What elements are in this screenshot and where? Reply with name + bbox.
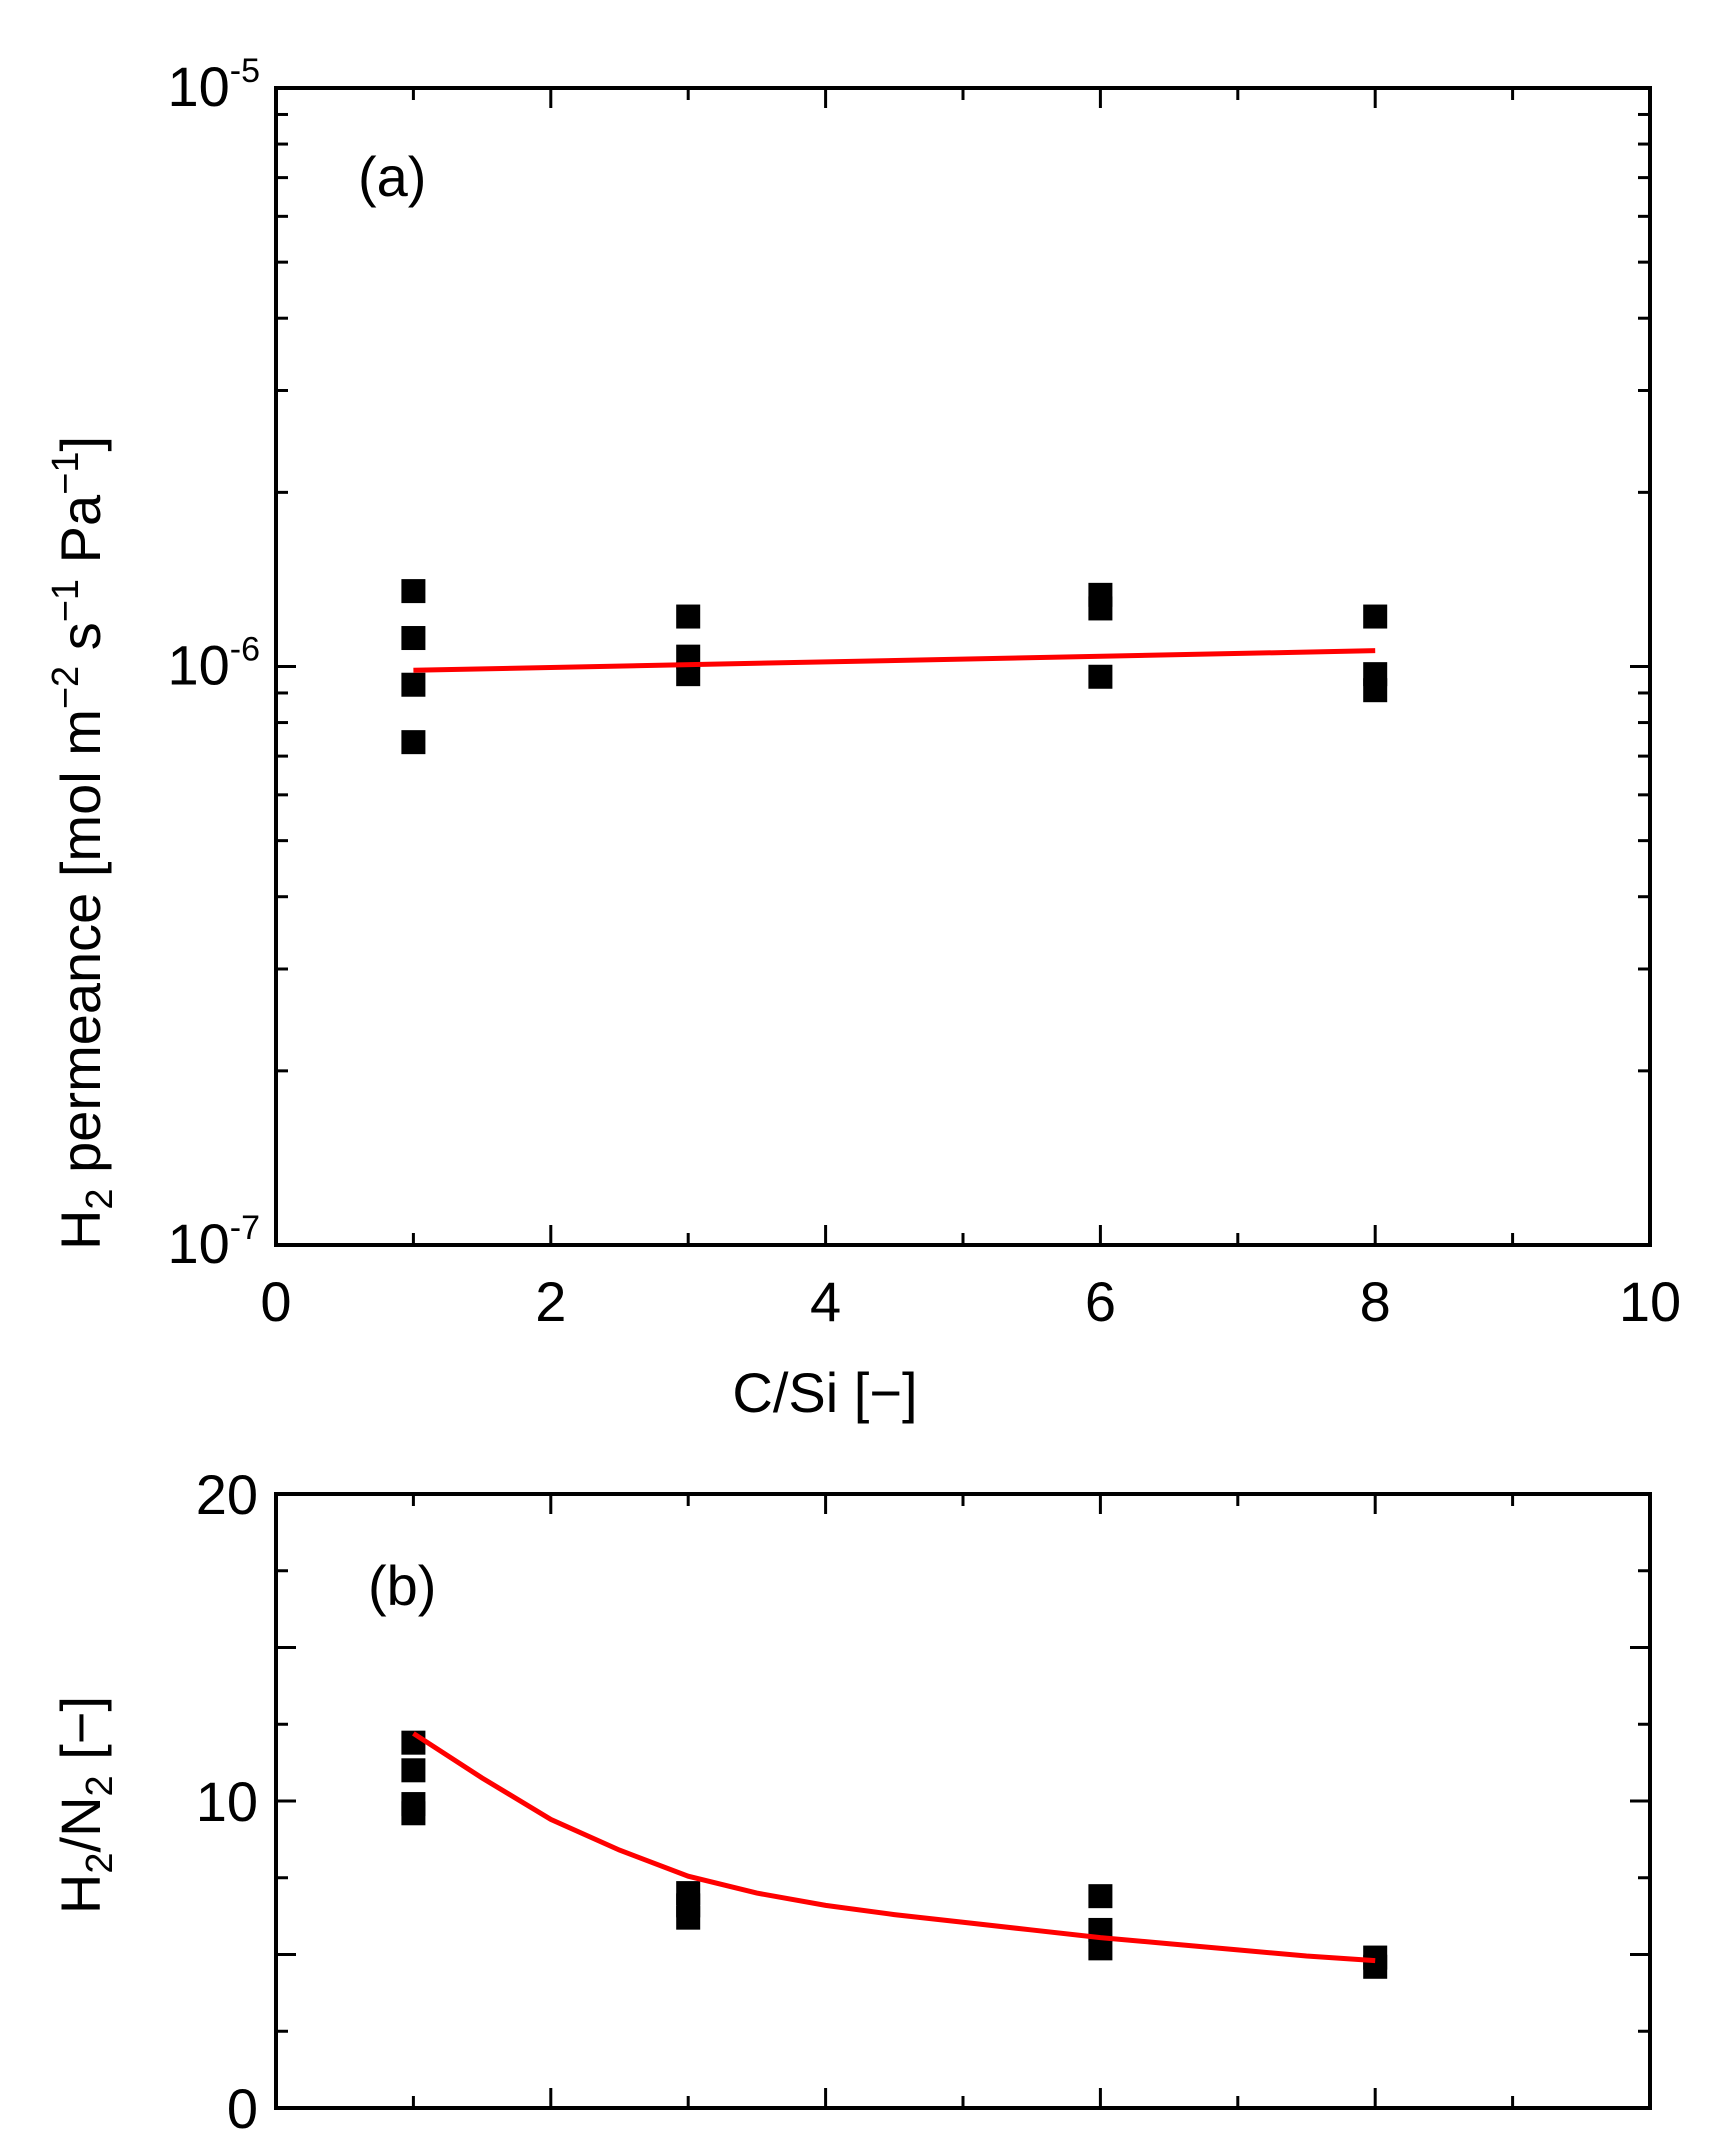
x-axis-title-a: C/Si [−] [732,1361,917,1424]
y-tick-label: 0 [227,2077,258,2140]
x-tick-label: 6 [1085,1270,1116,1333]
fit-line-b [412,1731,1376,1964]
tick-labels-a: 0 2 4 6 8 10 10-7 10-6 10-5 [167,52,1681,1333]
y-tick-label: 20 [196,1463,258,1526]
panel-b: 0 10 20 (b) H2/N2 [−] [49,1463,1652,2140]
data-point [1088,664,1113,689]
y-axis-title-b: H2/N2 [−] [49,1696,121,1914]
x-tick-label: 4 [810,1270,841,1333]
fit-line-a [413,648,1376,673]
data-point [676,604,701,629]
x-tick-label: 8 [1360,1270,1391,1333]
data-point [401,672,426,697]
plot-frame-b [274,1492,1652,2110]
data-point [1088,1884,1113,1909]
data-point [401,626,426,651]
x-tick-label: 2 [535,1270,566,1333]
y-axis-title-a: H2 permeance [mol m−2 s−1 Pa−1] [45,436,121,1250]
x-tick-label: 10 [1619,1270,1681,1333]
y-tick-label: 10-7 [167,1209,260,1275]
ticks-b [274,1492,1652,2110]
tick-labels-b: 0 10 20 [196,1463,258,2140]
ticks-a [274,86,1652,1247]
data-point [1363,604,1388,629]
y-tick-label: 10-5 [167,52,260,118]
panel-label-b: (b) [368,1554,436,1617]
panel-a: 0 2 4 6 8 10 10-7 10-6 10-5 (a) C/Si [−] H2 perm… [45,52,1681,1424]
x-tick-label: 0 [260,1270,291,1333]
y-tick-label: 10 [196,1770,258,1833]
data-point [401,1758,426,1783]
data-point [401,730,426,755]
y-tick-label: 10-6 [167,631,260,697]
panel-label-a: (a) [358,145,426,208]
data-point [1088,596,1113,621]
data-point [401,579,426,604]
data-point [676,1905,701,1930]
data-point [1363,678,1388,703]
markers-b [401,1730,1388,1979]
data-point [401,1801,426,1826]
